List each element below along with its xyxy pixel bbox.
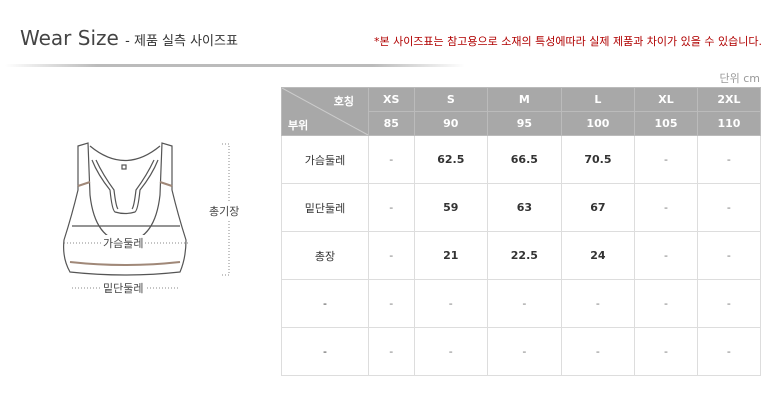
table-cell: - [368,183,415,232]
size-header: S [413,87,489,112]
table-row: ------- [281,279,762,328]
table-cell: - [368,279,415,328]
table-cell: 66.5 [487,135,562,184]
table-cell: - [413,327,489,376]
size-number: 105 [634,111,698,136]
table-cell: 63 [487,183,562,232]
table-cell: - [487,279,562,328]
table-cell: 24 [560,231,636,280]
table-row: 가슴둘레 -62.5 66.5 70.5- - [281,135,762,184]
table-cell: - [696,135,762,184]
page-title: Wear Size - 제품 실측 사이즈표 [20,26,238,50]
table-cell: - [696,327,762,376]
table-cell: 70.5 [560,135,636,184]
table-cell: - [634,135,698,184]
table-cell: - [487,327,562,376]
table-cell: - [368,327,415,376]
corner-cell: 호칭 부위 [281,87,369,136]
unit-label: 단위 cm [719,72,761,85]
size-header: XL [634,87,698,112]
table-cell: - [634,231,698,280]
hem-label: 밑단둘레 [101,280,146,296]
size-header: M [487,87,562,112]
table-cell: - [634,279,698,328]
table-cell: - [696,279,762,328]
length-label: 총기장 [207,203,242,219]
size-number: 110 [696,111,762,136]
title-text: Wear Size [20,26,119,50]
row-label: 가슴둘레 [281,135,369,184]
row-label: - [281,327,369,376]
title-subtitle: - 제품 실측 사이즈표 [125,34,238,49]
size-header: 2XL [696,87,762,112]
table-cell: 21 [413,231,489,280]
table-cell: - [696,183,762,232]
table-cell: 67 [560,183,636,232]
table-cell: - [560,279,636,328]
table-cell: - [368,135,415,184]
table-cell: - [634,183,698,232]
notice-text: *본 사이즈표는 참고용으로 소재의 특성에따라 실제 제품과 차이가 있을 수… [373,35,762,48]
table-cell: - [368,231,415,280]
table-cell: - [560,327,636,376]
table-cell: 22.5 [487,231,562,280]
table-row: 총장 -21 22.5 24- - [281,231,762,280]
table-cell: - [413,279,489,328]
table-cell: 59 [413,183,489,232]
table-row: ------- [281,327,762,376]
chest-label: 가슴둘레 [101,235,146,251]
size-table: 호칭 부위 XS S M L XL 2XL 85 90 95 100 105 1… [281,87,762,376]
size-number: 85 [368,111,415,136]
table-cell: - [634,327,698,376]
row-label: 총장 [281,231,369,280]
corner-part-label: 부위 [288,119,309,132]
table-cell: - [696,231,762,280]
row-label: 밑단둘레 [281,183,369,232]
size-header: XS [368,87,415,112]
row-label: - [281,279,369,328]
size-number: 95 [487,111,562,136]
table-cell: 62.5 [413,135,489,184]
size-header: L [560,87,636,112]
size-number: 90 [413,111,489,136]
corner-size-label: 호칭 [333,95,354,108]
size-number: 100 [560,111,636,136]
divider [5,64,465,67]
sports-bra-illustration [63,142,230,289]
table-row: 밑단둘레 -59 63 67- - [281,183,762,232]
